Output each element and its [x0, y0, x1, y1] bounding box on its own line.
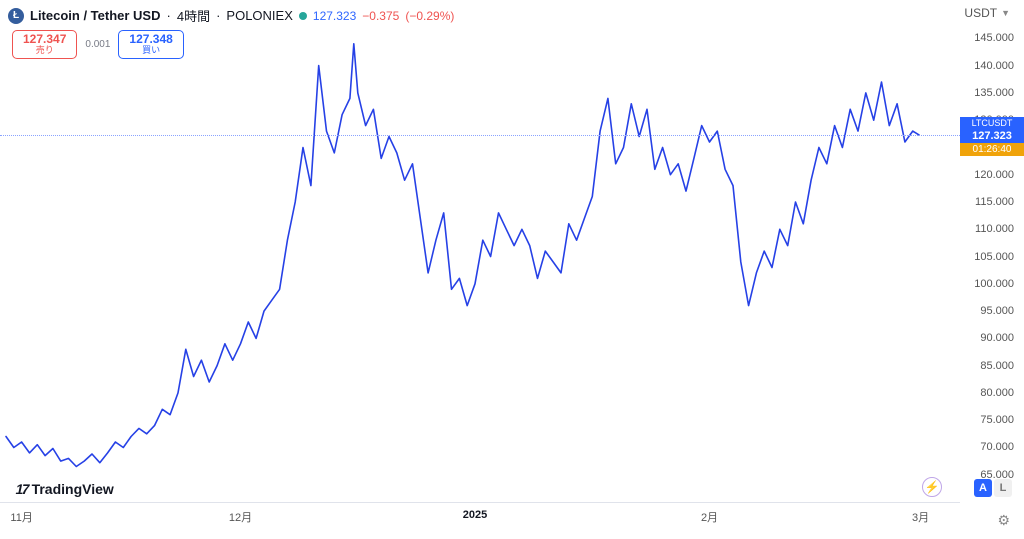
last-price-line: [0, 135, 960, 136]
y-tick-label: 115.000: [975, 196, 1014, 208]
y-tick-label: 75.000: [980, 414, 1014, 426]
y-tick-label: 135.000: [974, 87, 1014, 99]
tradingview-chart: Ł Litecoin / Tether USD · 4時間 · POLONIEX…: [0, 0, 1024, 539]
badge-symbol: LTCUSDT: [960, 117, 1024, 129]
y-tick-label: 70.000: [980, 441, 1014, 453]
y-tick-label: 95.000: [980, 305, 1014, 317]
tv-logo-text: TradingView: [32, 481, 114, 497]
y-tick-label: 140.000: [974, 60, 1014, 72]
chart-plot-area[interactable]: [0, 0, 960, 502]
y-tick-label: 100.000: [974, 278, 1014, 290]
settings-button[interactable]: ⚙: [997, 512, 1010, 529]
y-axis[interactable]: 65.00070.00075.00080.00085.00090.00095.0…: [960, 0, 1024, 502]
snapshot-button[interactable]: ⚡: [922, 477, 942, 497]
x-tick-label: 12月: [229, 509, 252, 525]
bolt-icon: ⚡: [925, 480, 940, 494]
x-tick-label: 2月: [701, 509, 718, 525]
x-tick-label: 3月: [912, 509, 929, 525]
scale-mode-buttons: A L: [974, 479, 1012, 497]
y-tick-label: 110.000: [975, 223, 1014, 235]
auto-scale-button[interactable]: A: [974, 479, 992, 497]
log-scale-button[interactable]: L: [994, 479, 1012, 497]
x-tick-label: 2025: [463, 509, 487, 521]
y-tick-label: 85.000: [980, 360, 1014, 372]
y-tick-label: 80.000: [980, 387, 1014, 399]
badge-countdown: 01:26:40: [960, 143, 1024, 156]
tv-mark-icon: 17: [14, 481, 29, 497]
y-tick-label: 120.000: [974, 169, 1014, 181]
price-line-svg: [0, 0, 960, 502]
y-tick-label: 145.000: [974, 32, 1014, 44]
y-tick-label: 90.000: [980, 332, 1014, 344]
y-tick-label: 105.000: [974, 251, 1014, 263]
tradingview-logo[interactable]: 17 TradingView: [16, 481, 114, 497]
x-tick-label: 11月: [10, 509, 32, 525]
last-price-badge: LTCUSDT 127.323 01:26:40: [960, 117, 1024, 156]
badge-price: 127.323: [960, 129, 1024, 143]
gear-icon: ⚙: [997, 512, 1010, 528]
x-axis[interactable]: 11月 12月 2025 2月 3月: [0, 502, 960, 536]
